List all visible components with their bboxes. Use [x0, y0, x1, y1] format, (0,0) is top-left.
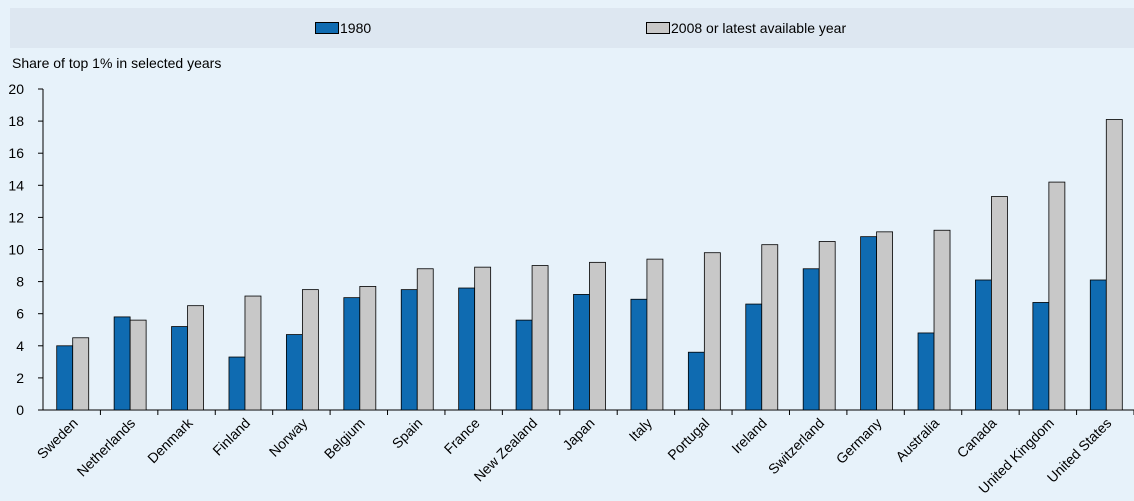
x-tick-label: Canada: [954, 415, 1000, 461]
bar-2008-netherlands: [129, 319, 147, 411]
bar-2008-sweden: [72, 337, 90, 411]
bar-2008-france: [474, 266, 492, 411]
bar-1980-spain: [400, 289, 418, 411]
bar-1980-switzerland: [802, 268, 820, 411]
bar-2008-united-states: [1105, 119, 1123, 411]
bar-2008-italy: [646, 258, 664, 411]
bar-2008-australia: [933, 229, 951, 411]
y-tick-label: 20: [8, 81, 24, 97]
bar-2008-germany: [876, 231, 894, 411]
y-axis-title: Share of top 1% in selected years: [12, 55, 222, 71]
bar-2008-new-zealand: [531, 265, 549, 411]
x-tick-label: Denmark: [144, 414, 196, 466]
y-tick-label: 12: [8, 209, 24, 225]
legend: [10, 8, 1134, 48]
bar-2008-canada: [991, 196, 1008, 411]
x-tick-label: Belgium: [321, 415, 368, 462]
legend-item-2008: 2008 or latest available year: [646, 20, 846, 36]
x-tick-label: Switzerland: [765, 415, 827, 477]
x-tick-label: Germany: [833, 415, 885, 467]
y-tick-label: 6: [16, 306, 24, 322]
y-tick-label: 0: [16, 402, 24, 418]
legend-label-2008: 2008 or latest available year: [671, 20, 847, 36]
bar-2008-spain: [416, 268, 434, 411]
x-tick-label: Australia: [892, 415, 942, 465]
x-tick-label: Finland: [209, 415, 253, 459]
x-tick-label: Netherlands: [74, 415, 139, 480]
legend-swatch-1980: [315, 22, 339, 34]
y-tick-label: 16: [8, 145, 24, 161]
bar-1980-japan: [573, 294, 590, 411]
bar-1980-united-states: [1089, 279, 1107, 411]
bar-1980-portugal: [687, 351, 705, 411]
legend-item-1980: 1980: [315, 20, 371, 36]
y-tick-label: 14: [8, 177, 24, 193]
bar-1980-australia: [917, 332, 935, 411]
bar-1980-norway: [285, 334, 303, 411]
x-tick-label: Norway: [266, 415, 311, 460]
bar-1980-ireland: [745, 303, 763, 411]
y-tick-label: 18: [8, 113, 24, 129]
y-tick-label: 2: [16, 370, 24, 386]
x-tick-label: Portugal: [664, 415, 712, 463]
bar-1980-belgium: [343, 297, 361, 411]
bar-1980-france: [458, 287, 476, 411]
bar-2008-finland: [244, 295, 262, 411]
bar-2008-switzerland: [818, 241, 836, 411]
bar-1980-netherlands: [113, 316, 131, 411]
legend-swatch-2008: [646, 22, 670, 34]
bar-2008-belgium: [359, 286, 377, 411]
x-tick-label: Sweden: [34, 415, 81, 462]
bar-2008-denmark: [187, 305, 204, 411]
y-tick-label: 4: [16, 338, 24, 354]
x-tick-label: Italy: [626, 415, 655, 444]
bar-1980-denmark: [171, 326, 188, 411]
bar-1980-finland: [228, 356, 246, 411]
x-tick-label: Ireland: [728, 415, 770, 457]
bar-1980-canada: [975, 279, 992, 411]
bar-1980-italy: [630, 298, 648, 411]
bar-2008-united-kingdom: [1048, 181, 1066, 411]
bar-1980-germany: [860, 236, 878, 411]
bar-2008-portugal: [703, 252, 721, 411]
x-tick-label: Spain: [389, 415, 426, 452]
bar-1980-new-zealand: [515, 319, 533, 411]
bar-2008-japan: [589, 261, 606, 411]
bar-2008-norway: [301, 289, 319, 411]
y-tick-label: 10: [8, 242, 24, 258]
bar-1980-sweden: [56, 345, 74, 411]
y-tick-label: 8: [16, 274, 24, 290]
bar-2008-ireland: [761, 244, 779, 411]
x-tick-label: France: [441, 415, 483, 457]
x-tick-label: Japan: [559, 415, 597, 453]
bar-1980-united-kingdom: [1032, 302, 1050, 411]
legend-label-1980: 1980: [340, 20, 372, 36]
